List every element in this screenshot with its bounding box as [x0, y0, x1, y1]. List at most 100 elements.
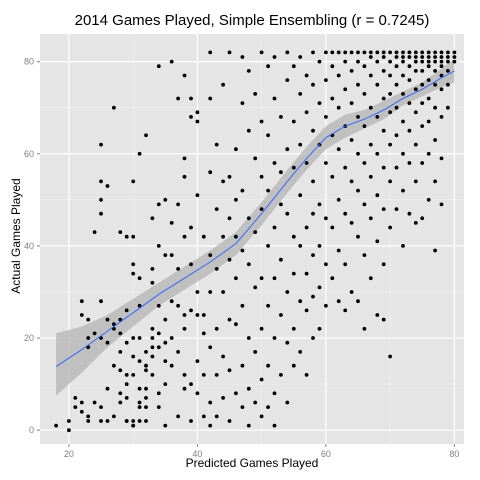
- data-point: [304, 73, 309, 78]
- data-point: [189, 96, 193, 101]
- data-point: [266, 133, 270, 138]
- data-point: [381, 96, 386, 101]
- data-point: [86, 345, 91, 350]
- data-point: [375, 115, 380, 119]
- data-point: [156, 331, 161, 336]
- data-point: [407, 64, 412, 69]
- data-point: [137, 359, 142, 363]
- data-point: [208, 96, 213, 101]
- data-point: [124, 373, 129, 377]
- data-point: [381, 55, 386, 59]
- data-point: [259, 207, 264, 212]
- data-point: [195, 119, 200, 124]
- data-point: [368, 105, 373, 110]
- data-point: [221, 290, 226, 294]
- data-point: [266, 303, 270, 308]
- data-point: [189, 308, 193, 313]
- data-point: [112, 105, 116, 110]
- data-point: [356, 115, 360, 119]
- y-tick-label: 80: [24, 57, 34, 67]
- data-point: [195, 193, 200, 198]
- data-point: [189, 262, 193, 267]
- data-point: [221, 354, 226, 359]
- data-point: [433, 50, 437, 55]
- data-point: [54, 423, 58, 428]
- smooth-line: [55, 70, 455, 368]
- data-point: [176, 303, 181, 308]
- data-point: [156, 244, 161, 248]
- data-point: [362, 124, 367, 128]
- data-point: [169, 59, 174, 64]
- data-point: [240, 405, 245, 409]
- x-axis-label: Predicted Games Played: [185, 456, 319, 470]
- data-point: [253, 350, 258, 354]
- data-point: [176, 350, 181, 354]
- data-point: [246, 423, 251, 428]
- data-point: [311, 82, 315, 87]
- data-point: [407, 50, 412, 55]
- data-point: [381, 50, 386, 55]
- data-point: [79, 299, 84, 304]
- data-point: [246, 386, 251, 391]
- data-point: [214, 142, 219, 147]
- data-point: [272, 336, 277, 340]
- data-point: [150, 326, 155, 331]
- data-point: [150, 336, 155, 340]
- data-point: [189, 382, 193, 386]
- data-point: [182, 73, 187, 78]
- data-point: [131, 419, 136, 423]
- data-point: [426, 59, 431, 64]
- data-point: [349, 179, 354, 184]
- data-point: [304, 161, 309, 165]
- data-point: [394, 105, 399, 110]
- data-point: [285, 400, 290, 405]
- data-point: [388, 59, 392, 64]
- data-point: [388, 354, 392, 359]
- data-point: [311, 179, 315, 184]
- data-point: [279, 170, 283, 175]
- data-point: [336, 105, 341, 110]
- data-point: [208, 170, 213, 175]
- data-point: [420, 124, 425, 128]
- data-point: [79, 313, 84, 317]
- data-point: [446, 69, 450, 73]
- data-point: [381, 317, 386, 322]
- data-point: [227, 368, 232, 373]
- data-point: [182, 156, 187, 161]
- data-point: [439, 115, 444, 119]
- data-point: [368, 50, 373, 55]
- data-point: [79, 409, 84, 414]
- y-tick-label: 20: [24, 333, 34, 343]
- data-point: [420, 82, 425, 87]
- data-point: [426, 197, 431, 202]
- data-point: [272, 423, 277, 428]
- data-point: [324, 50, 328, 55]
- data-point: [362, 50, 367, 55]
- data-point: [259, 377, 264, 382]
- data-point: [291, 165, 296, 170]
- data-point: [253, 230, 258, 235]
- data-point: [433, 69, 437, 73]
- data-point: [336, 197, 341, 202]
- data-point: [118, 350, 123, 354]
- data-point: [227, 174, 232, 179]
- data-point: [407, 101, 412, 105]
- data-point: [349, 101, 354, 105]
- data-point: [381, 128, 386, 133]
- data-point: [304, 373, 309, 377]
- data-point: [214, 267, 219, 271]
- data-point: [92, 400, 97, 405]
- data-point: [221, 82, 226, 87]
- data-point: [137, 405, 142, 409]
- data-point: [285, 78, 290, 82]
- data-point: [375, 151, 380, 156]
- data-point: [317, 101, 322, 105]
- data-point: [413, 221, 418, 225]
- data-point: [195, 313, 200, 317]
- data-point: [426, 78, 431, 82]
- data-point: [150, 373, 155, 377]
- data-point: [433, 82, 437, 87]
- data-point: [137, 419, 142, 423]
- data-point: [112, 326, 116, 331]
- data-point: [362, 64, 367, 69]
